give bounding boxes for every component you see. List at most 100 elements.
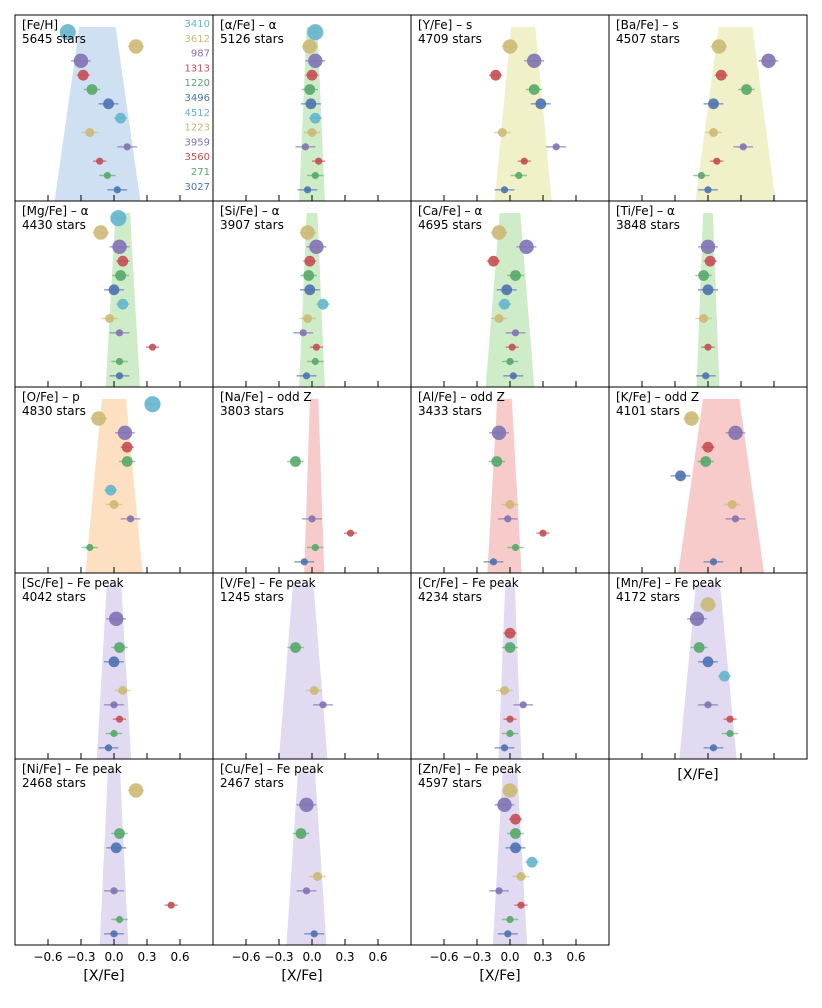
data-point	[114, 642, 125, 653]
data-point	[526, 856, 538, 868]
legend-entry: 4512	[185, 108, 210, 119]
data-point	[528, 84, 540, 95]
data-point	[117, 425, 133, 441]
data-point	[148, 343, 157, 351]
data-point	[699, 314, 709, 323]
data-point	[311, 171, 319, 180]
kde-fill	[494, 27, 552, 201]
panel-star-count: 3848 stars	[616, 218, 680, 232]
tick-label: 0.3	[137, 950, 156, 964]
tick-label: −0.3	[264, 950, 293, 964]
kde-fill	[96, 585, 132, 759]
panel-star-count: 4695 stars	[418, 218, 482, 232]
tick-label: −0.6	[429, 950, 458, 964]
legend-entry: 987	[191, 49, 210, 60]
data-point	[693, 642, 705, 653]
data-point	[515, 171, 523, 180]
x-axis-label: [X/Fe]	[479, 968, 520, 984]
data-point	[346, 529, 355, 537]
data-point	[302, 887, 311, 895]
kde-fill	[498, 585, 522, 759]
data-point	[713, 157, 721, 165]
kde-fill	[485, 213, 535, 387]
data-point	[500, 744, 509, 752]
data-point	[489, 558, 498, 566]
panel-title: [α/Fe] – α	[220, 18, 277, 32]
data-point	[117, 298, 129, 310]
data-point	[302, 372, 311, 380]
data-point	[301, 143, 309, 151]
tick-label: 0.0	[500, 950, 519, 964]
data-point	[675, 470, 686, 482]
tick-label: 0.0	[302, 950, 321, 964]
panel-title: [Si/Fe] – α	[220, 204, 280, 218]
panel-title: [V/Fe] – Fe peak	[220, 576, 316, 590]
data-point	[490, 69, 502, 81]
panel-star-count: 4172 stars	[616, 590, 680, 604]
data-point	[110, 887, 118, 895]
data-point	[303, 270, 315, 281]
tick-label: 0.6	[368, 950, 387, 964]
data-point	[299, 329, 307, 337]
data-point	[527, 53, 542, 69]
data-point	[121, 441, 133, 453]
data-point	[491, 456, 503, 467]
data-point	[112, 239, 127, 255]
data-point	[711, 39, 727, 54]
kde-fill	[678, 399, 765, 573]
data-point	[309, 239, 324, 255]
data-point	[305, 98, 317, 110]
data-point	[684, 411, 699, 426]
data-point	[500, 686, 509, 695]
panel-star-count: 4597 stars	[418, 776, 482, 790]
tick-label: 0.6	[566, 950, 585, 964]
data-point	[719, 670, 730, 682]
legend-entry: 3959	[185, 137, 210, 148]
data-point	[741, 84, 752, 95]
panel-title: [Cu/Fe] – Fe peak	[220, 762, 323, 776]
data-point	[726, 729, 734, 738]
data-point	[535, 98, 547, 110]
data-point	[59, 24, 76, 41]
panel-title: [Fe/H]	[22, 18, 58, 32]
data-point	[311, 357, 319, 366]
panel-title: [Ti/Fe] – α	[616, 204, 675, 218]
panel-title: [Mn/Fe] – Fe peak	[616, 576, 721, 590]
data-point	[511, 329, 520, 337]
panel-star-count: 4709 stars	[418, 32, 482, 46]
data-point	[505, 500, 515, 509]
data-point	[510, 842, 521, 854]
data-point	[77, 69, 89, 81]
data-point	[290, 642, 301, 653]
panel-title: [Sc/Fe] – Fe peak	[22, 576, 124, 590]
panel-star-count: 2467 stars	[220, 776, 284, 790]
data-point	[704, 186, 712, 194]
data-point	[115, 329, 124, 337]
panel-title: [O/Fe] – p	[22, 390, 80, 404]
data-point	[307, 24, 324, 41]
panel: [Fe/H]5645 stars	[14, 14, 214, 202]
data-point	[303, 314, 313, 323]
tick-label: −0.6	[33, 950, 62, 964]
data-point	[114, 828, 125, 839]
data-point	[86, 543, 94, 552]
data-point	[504, 930, 512, 938]
data-point	[304, 284, 316, 296]
data-point	[700, 597, 716, 612]
data-point	[312, 343, 320, 351]
data-point	[290, 456, 301, 467]
data-point	[495, 887, 503, 895]
data-point	[761, 53, 776, 69]
panel-star-count: 4507 stars	[616, 32, 680, 46]
data-point	[709, 744, 718, 752]
data-point	[144, 396, 161, 413]
data-point	[313, 872, 322, 881]
data-point	[501, 284, 513, 296]
data-point	[704, 255, 716, 267]
legend-entry: 1220	[185, 78, 210, 89]
